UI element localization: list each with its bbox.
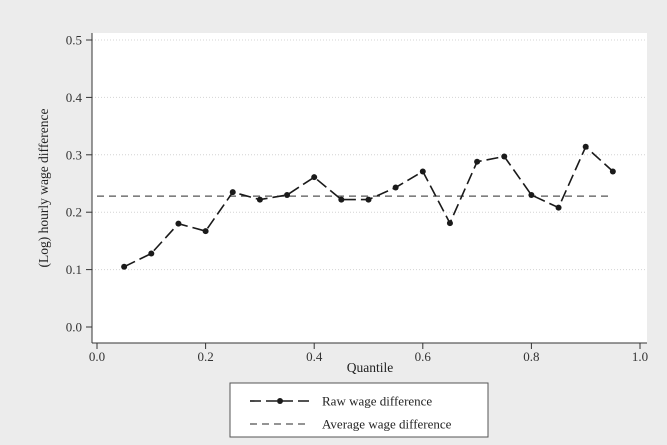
raw-wage-point <box>446 220 453 227</box>
y-axis-title: (Log) hourly wage difference <box>36 108 51 267</box>
raw-wage-point <box>582 143 589 150</box>
y-tick-label: 0.5 <box>66 33 82 48</box>
x-tick-label: 0.6 <box>415 349 432 364</box>
x-tick-label: 0.0 <box>89 349 105 364</box>
y-tick-label: 0.1 <box>66 262 82 277</box>
x-axis-title: Quantile <box>347 360 394 375</box>
legend-items: Raw wage difference Average wage differen… <box>250 394 452 432</box>
raw-wage-point <box>474 158 481 165</box>
grid-lines <box>92 39 647 271</box>
raw-wage-point <box>419 168 426 175</box>
raw-wage-point <box>256 196 263 203</box>
legend-raw-label: Raw wage difference <box>322 394 432 409</box>
raw-wage-point <box>121 263 128 270</box>
legend-box <box>229 382 489 438</box>
plot-area <box>92 33 647 343</box>
y-tick-label: 0.3 <box>66 147 82 162</box>
raw-wage-point <box>311 174 318 181</box>
raw-wage-point <box>284 191 291 198</box>
raw-wage-point <box>609 168 616 175</box>
y-tick-label: 0.4 <box>66 90 83 105</box>
legend-raw-marker <box>277 398 283 404</box>
x-tick-label: 0.2 <box>197 349 213 364</box>
raw-wage-point <box>365 196 372 203</box>
raw-wage-point <box>528 191 535 198</box>
raw-wage-point <box>202 228 209 235</box>
y-tick-label: 0.2 <box>66 205 82 220</box>
axes: 0.0 0.1 0.2 0.3 0.4 0.5 0.0 0.2 0.4 0.6 0.8 1.0 <box>66 33 648 365</box>
raw-wage-point <box>392 184 399 191</box>
raw-wage-point <box>555 204 562 211</box>
raw-wage-point <box>175 220 182 227</box>
x-tick-label: 1.0 <box>632 349 648 364</box>
raw-wage-point <box>338 196 345 203</box>
legend-average-label: Average wage difference <box>322 417 452 432</box>
raw-wage-point <box>229 189 236 196</box>
y-tick-label: 0.0 <box>66 320 82 335</box>
x-tick-label: 0.4 <box>306 349 323 364</box>
series-layer <box>97 143 616 270</box>
raw-wage-point <box>501 153 508 160</box>
x-tick-label: 0.8 <box>523 349 539 364</box>
raw-wage-point <box>148 250 155 257</box>
legend: Raw wage difference Average wage differen… <box>229 382 489 438</box>
